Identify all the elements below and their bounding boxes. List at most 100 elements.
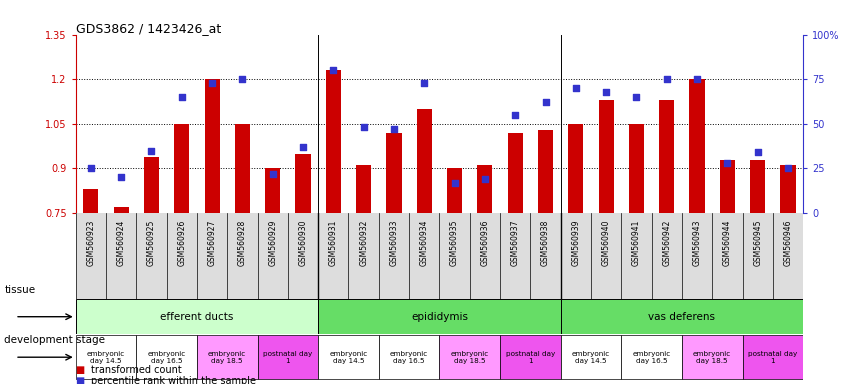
Text: GSM560942: GSM560942 — [662, 220, 671, 266]
Text: GSM560936: GSM560936 — [480, 220, 489, 266]
Bar — [599, 100, 614, 213]
Text: GSM560940: GSM560940 — [601, 220, 611, 266]
Point — [509, 112, 522, 118]
Text: percentile rank within the sample: percentile rank within the sample — [91, 376, 256, 384]
Bar — [750, 159, 765, 213]
Bar — [76, 299, 318, 334]
Point — [448, 180, 462, 186]
Text: embryonic
day 16.5: embryonic day 16.5 — [390, 351, 428, 364]
Text: embryonic
day 14.5: embryonic day 14.5 — [572, 351, 610, 364]
Text: GSM560923: GSM560923 — [87, 220, 95, 266]
Bar — [204, 79, 220, 213]
Point — [751, 149, 764, 156]
Bar — [235, 124, 250, 213]
Text: embryonic
day 18.5: embryonic day 18.5 — [451, 351, 489, 364]
Bar — [136, 335, 197, 379]
Bar — [356, 166, 371, 213]
Text: vas deferens: vas deferens — [648, 312, 716, 322]
Text: embryonic
day 16.5: embryonic day 16.5 — [147, 351, 186, 364]
Text: GSM560935: GSM560935 — [450, 220, 459, 266]
Bar — [257, 335, 318, 379]
Text: GSM560933: GSM560933 — [389, 220, 399, 266]
Bar — [569, 124, 584, 213]
Bar — [318, 299, 561, 334]
Point — [569, 85, 583, 91]
Bar — [144, 157, 159, 213]
Text: transformed count: transformed count — [91, 365, 182, 375]
Point — [479, 176, 492, 182]
Point — [630, 94, 643, 100]
Point — [326, 67, 340, 73]
Text: GSM560939: GSM560939 — [571, 220, 580, 266]
Bar — [561, 335, 621, 379]
Bar — [478, 166, 493, 213]
Bar — [720, 159, 735, 213]
Text: embryonic
day 16.5: embryonic day 16.5 — [632, 351, 671, 364]
Text: ■: ■ — [76, 376, 88, 384]
Text: GSM560924: GSM560924 — [117, 220, 125, 266]
Point — [114, 174, 128, 180]
Point — [690, 76, 704, 82]
Point — [84, 166, 98, 172]
Bar — [447, 169, 463, 213]
Text: GSM560931: GSM560931 — [329, 220, 338, 266]
Text: GSM560944: GSM560944 — [723, 220, 732, 266]
Point — [539, 99, 553, 106]
Bar — [690, 79, 705, 213]
Point — [175, 94, 188, 100]
Point — [781, 166, 795, 172]
Text: development stage: development stage — [4, 335, 105, 345]
Text: tissue: tissue — [4, 285, 35, 295]
Point — [721, 160, 734, 166]
Bar — [325, 70, 341, 213]
Bar — [265, 169, 280, 213]
Text: GSM560943: GSM560943 — [693, 220, 701, 266]
Bar — [682, 335, 743, 379]
Text: GSM560946: GSM560946 — [784, 220, 792, 266]
Bar — [500, 335, 561, 379]
Text: GSM560929: GSM560929 — [268, 220, 278, 266]
Text: GSM560932: GSM560932 — [359, 220, 368, 266]
Bar — [538, 130, 553, 213]
Point — [205, 80, 219, 86]
Bar — [174, 124, 189, 213]
Text: GSM560927: GSM560927 — [208, 220, 217, 266]
Text: GSM560926: GSM560926 — [177, 220, 186, 266]
Text: GSM560930: GSM560930 — [299, 220, 308, 266]
Text: efferent ducts: efferent ducts — [161, 312, 234, 322]
Bar — [439, 335, 500, 379]
Text: GSM560941: GSM560941 — [632, 220, 641, 266]
Bar — [659, 100, 674, 213]
Bar — [114, 207, 129, 213]
Point — [600, 89, 613, 95]
Bar — [295, 154, 310, 213]
Text: ■: ■ — [76, 365, 88, 375]
Text: postnatal day
1: postnatal day 1 — [263, 351, 313, 364]
Bar — [508, 133, 523, 213]
Text: GSM560945: GSM560945 — [754, 220, 762, 266]
Text: GSM560934: GSM560934 — [420, 220, 429, 266]
Text: GDS3862 / 1423426_at: GDS3862 / 1423426_at — [76, 22, 221, 35]
Bar — [76, 335, 136, 379]
Text: embryonic
day 18.5: embryonic day 18.5 — [208, 351, 246, 364]
Point — [660, 76, 674, 82]
Bar — [83, 189, 98, 213]
Text: epididymis: epididymis — [411, 312, 468, 322]
Text: GSM560925: GSM560925 — [147, 220, 156, 266]
Bar — [416, 109, 431, 213]
Bar — [197, 335, 257, 379]
Text: embryonic
day 18.5: embryonic day 18.5 — [693, 351, 732, 364]
Bar — [378, 335, 439, 379]
Text: embryonic
day 14.5: embryonic day 14.5 — [330, 351, 368, 364]
Point — [357, 124, 370, 131]
Point — [387, 126, 400, 132]
Text: embryonic
day 14.5: embryonic day 14.5 — [87, 351, 125, 364]
Bar — [621, 335, 682, 379]
Text: postnatal day
1: postnatal day 1 — [748, 351, 797, 364]
Bar — [743, 335, 803, 379]
Point — [417, 80, 431, 86]
Text: postnatal day
1: postnatal day 1 — [505, 351, 555, 364]
Text: GSM560937: GSM560937 — [510, 220, 520, 266]
Bar — [386, 133, 401, 213]
Bar — [318, 335, 378, 379]
